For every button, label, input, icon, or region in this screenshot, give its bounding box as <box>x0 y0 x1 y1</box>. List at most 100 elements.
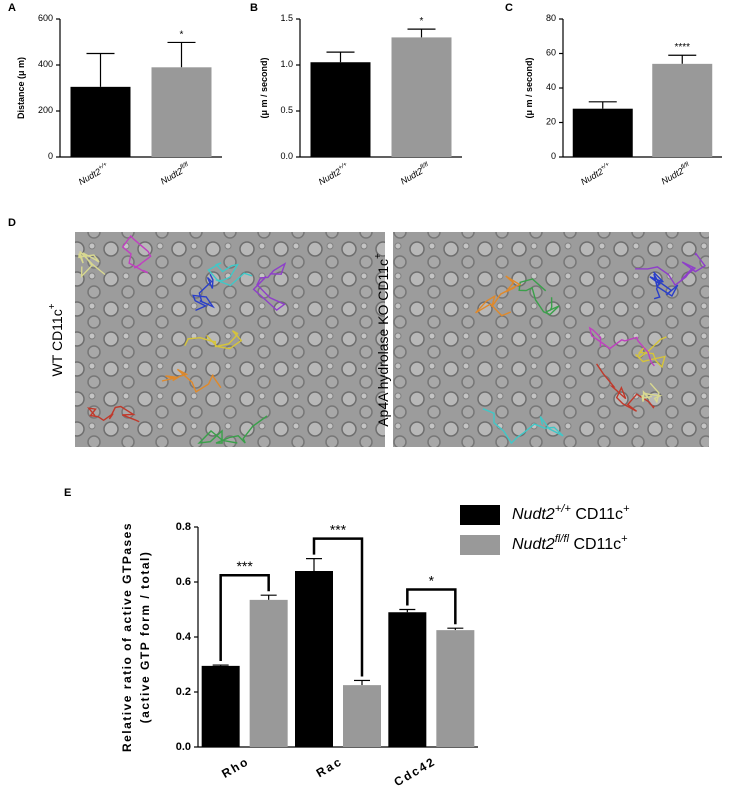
text-part: Cdc42 <box>392 754 439 789</box>
text-part: 0 <box>551 151 556 161</box>
panel-label: B <box>250 2 258 14</box>
text-part: D <box>8 217 16 229</box>
y-tick-label: 40 <box>546 82 556 92</box>
track <box>78 251 106 279</box>
significance: *** <box>330 521 347 537</box>
text-part: CD11c <box>569 536 621 553</box>
text-part: 40 <box>546 82 556 92</box>
text-part: + <box>623 503 630 515</box>
x-tick-label: Cdc42 <box>392 754 439 789</box>
cell-tracks <box>78 234 707 445</box>
y-tick-label: 0 <box>48 151 53 161</box>
legend-swatch <box>460 535 500 555</box>
y-tick-label: 200 <box>38 105 53 115</box>
text-part: 1.0 <box>280 59 293 69</box>
y-tick-label: 0.4 <box>176 631 192 643</box>
significance: *** <box>236 558 253 574</box>
text-part: 80 <box>546 13 556 23</box>
bar <box>652 63 713 157</box>
y-tick-label: 1.5 <box>280 13 293 23</box>
panel-label: D <box>8 217 16 229</box>
y-axis-title: (μ m / second) <box>259 57 269 118</box>
text-part: Rho <box>219 754 251 781</box>
text-part: +/+ <box>97 161 109 172</box>
y-tick-label: 0.2 <box>176 686 191 698</box>
text-part: + <box>373 253 384 259</box>
text-part: CD11c <box>571 506 623 523</box>
text-part: +/+ <box>599 161 611 172</box>
track <box>588 326 655 367</box>
track <box>192 273 216 312</box>
text-part: * <box>429 572 435 588</box>
y-tick-label: 60 <box>546 48 556 58</box>
text-part: 0.5 <box>280 105 293 115</box>
text-part: 600 <box>38 13 53 23</box>
track <box>161 368 222 393</box>
text-part: B <box>250 2 258 14</box>
text-part: *** <box>330 521 347 537</box>
text-part: * <box>420 16 424 27</box>
text-part: 200 <box>38 105 53 115</box>
text-part: E <box>64 487 71 499</box>
track <box>635 336 667 369</box>
track <box>252 262 287 312</box>
text-part: fl/fl <box>419 161 430 171</box>
significance: * <box>429 572 435 588</box>
text-part: 60 <box>546 48 556 58</box>
text-part: 0.4 <box>176 631 192 643</box>
text-part: 0.2 <box>176 686 191 698</box>
bar <box>201 665 240 747</box>
text-part: 0.0 <box>280 151 293 161</box>
track <box>207 262 253 287</box>
significance: * <box>180 29 184 40</box>
text-part: Nudt2 <box>512 506 555 523</box>
text-part: WT CD11c <box>49 309 65 376</box>
y-tick-label: 80 <box>546 13 556 23</box>
x-tick-label: Nudt2fl/fl <box>659 161 693 187</box>
bar <box>310 62 371 157</box>
significance-bracket <box>406 588 457 625</box>
significance: **** <box>674 42 690 53</box>
x-tick-label: Nudt2+/+ <box>579 161 614 187</box>
x-tick-label: Nudt2fl/fl <box>158 161 192 187</box>
track <box>635 252 707 287</box>
text-part: 0 <box>48 151 53 161</box>
track <box>641 382 663 404</box>
y-tick-label: 600 <box>38 13 53 23</box>
text-part: Distance (μ m) <box>16 57 26 119</box>
text-part: (μ m / second) <box>259 57 269 118</box>
legend-swatch <box>460 505 500 525</box>
y-tick-label: 400 <box>38 59 53 69</box>
bar <box>151 67 212 157</box>
bar <box>70 86 131 157</box>
text-part: 0.8 <box>176 521 191 533</box>
x-tick-label: Rho <box>219 754 251 781</box>
image-caption: WT CD11c+ <box>47 303 65 376</box>
legend-label: Nudt2fl/fl CD11c+ <box>512 533 628 553</box>
y-axis-title: Relative ratio of active GTPases <box>120 522 134 752</box>
text-part: (μ m / second) <box>524 57 534 118</box>
x-tick-label: Nudt2fl/fl <box>398 161 432 187</box>
image-caption: Ap4A hydrolase KO CD11c+ <box>373 253 391 427</box>
text-part: Relative ratio of active GTPases <box>120 522 134 752</box>
bar <box>388 612 427 747</box>
y-tick-label: 0.0 <box>176 741 191 753</box>
x-tick-label: Rac <box>314 754 345 780</box>
text-part: 400 <box>38 59 53 69</box>
text-part: + <box>621 533 628 545</box>
text-part: * <box>180 29 184 40</box>
panel-label: C <box>505 2 513 14</box>
track <box>518 278 560 316</box>
text-part: 0.0 <box>176 741 191 753</box>
text-part: fl/fl <box>179 161 190 171</box>
panel-label: E <box>64 487 71 499</box>
bar <box>436 630 475 747</box>
text-part: 1.5 <box>280 13 293 23</box>
y-axis-title: (μ m / second) <box>524 57 534 118</box>
significance-bracket <box>219 573 270 662</box>
track <box>596 363 655 412</box>
x-tick-label: Nudt2+/+ <box>316 161 351 187</box>
bar <box>572 108 633 157</box>
bar <box>295 571 333 747</box>
significance-bracket <box>312 537 364 677</box>
